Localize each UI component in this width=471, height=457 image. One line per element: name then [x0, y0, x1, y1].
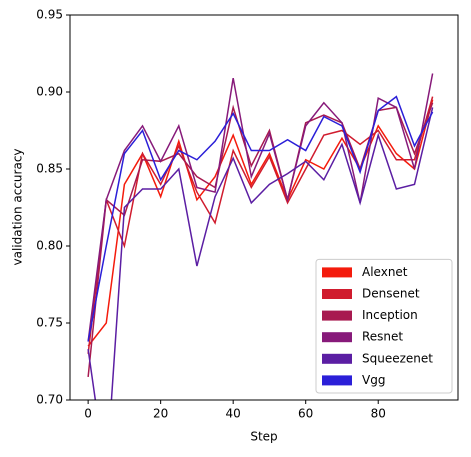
series-line — [87, 95, 434, 342]
legend-swatch — [322, 332, 352, 343]
series-line — [87, 73, 434, 342]
series-line — [87, 96, 434, 354]
y-axis-label: validation accuracy — [11, 148, 25, 265]
x-tick-label: 60 — [298, 407, 313, 421]
y-tick-label: 0.90 — [36, 85, 63, 99]
y-tick-label: 0.70 — [36, 393, 63, 407]
legend-swatch — [322, 310, 352, 321]
series-line — [87, 107, 434, 400]
legend-label: Alexnet — [362, 265, 408, 279]
x-tick-label: 40 — [226, 407, 241, 421]
legend-label: Squeezenet — [362, 351, 433, 365]
legend-label: Resnet — [362, 330, 403, 344]
plot-frame — [69, 14, 459, 401]
legend-label: Inception — [362, 308, 418, 322]
plot-lines — [87, 73, 434, 400]
y-tick-label: 0.95 — [36, 8, 63, 22]
y-tick-label: 0.85 — [36, 162, 63, 176]
y-tick-label: 0.75 — [36, 316, 63, 330]
x-tick-label: 80 — [371, 407, 386, 421]
x-tick-label: 0 — [84, 407, 92, 421]
legend-label: Densenet — [362, 287, 420, 301]
legend-swatch — [322, 375, 352, 386]
legend-label: Vgg — [362, 373, 385, 387]
legend-swatch — [322, 267, 352, 278]
y-tick-label: 0.80 — [36, 239, 63, 253]
legend-swatch — [322, 289, 352, 299]
legend-swatch — [322, 353, 352, 364]
x-axis-label: Step — [250, 430, 277, 444]
x-tick-label: 20 — [153, 407, 168, 421]
